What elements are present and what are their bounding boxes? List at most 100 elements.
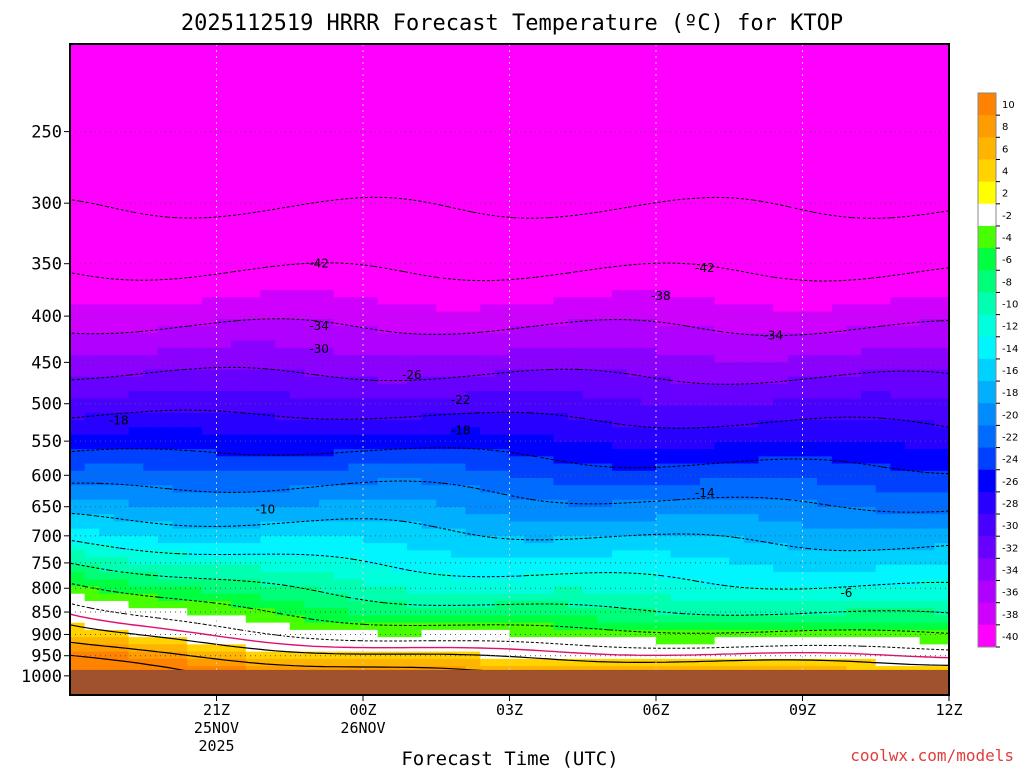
band-cell xyxy=(187,362,203,371)
band-cell xyxy=(846,485,862,494)
band-cell xyxy=(582,268,598,277)
band-cell xyxy=(406,65,423,74)
band-cell xyxy=(831,492,848,501)
band-cell xyxy=(143,232,159,240)
band-cell xyxy=(84,340,100,349)
band-cell xyxy=(450,499,467,508)
band-cell xyxy=(465,528,481,537)
band-cell xyxy=(597,326,613,334)
band-cell xyxy=(319,58,335,67)
band-cell xyxy=(685,608,701,617)
band-cell xyxy=(817,297,833,305)
band-cell xyxy=(494,282,511,291)
band-cell xyxy=(626,615,642,624)
band-cell xyxy=(773,152,789,161)
band-cell xyxy=(436,94,452,103)
band-cell xyxy=(831,456,848,465)
band-cell xyxy=(846,116,862,125)
band-cell xyxy=(406,138,423,146)
band-cell xyxy=(465,72,481,81)
band-cell xyxy=(846,658,862,667)
band-cell xyxy=(597,593,613,602)
band-cell xyxy=(817,535,833,544)
band-cell xyxy=(260,253,276,262)
band-cell xyxy=(597,239,613,248)
band-cell xyxy=(363,543,379,551)
band-cell xyxy=(465,159,481,168)
band-cell xyxy=(275,506,291,515)
band-cell xyxy=(406,44,423,52)
band-cell xyxy=(494,232,511,240)
band-cell xyxy=(743,470,760,479)
band-cell xyxy=(421,72,437,81)
band-cell xyxy=(758,485,774,494)
band-cell xyxy=(817,369,833,378)
band-cell xyxy=(597,123,613,132)
band-cell xyxy=(699,637,716,645)
band-cell xyxy=(861,586,877,595)
band-cell xyxy=(363,123,379,132)
band-cell xyxy=(333,80,349,88)
band-cell xyxy=(743,65,760,74)
band-cell xyxy=(787,217,804,226)
band-cell xyxy=(846,130,862,139)
band-cell xyxy=(699,217,716,226)
band-cell xyxy=(553,253,569,262)
band-cell xyxy=(172,420,188,428)
band-cell xyxy=(802,282,818,291)
band-cell xyxy=(231,521,247,530)
band-cell xyxy=(304,499,320,508)
band-cell xyxy=(436,65,452,74)
band-cell xyxy=(553,600,569,609)
band-cell xyxy=(758,492,774,501)
band-cell xyxy=(260,398,276,407)
band-cell xyxy=(641,333,657,342)
band-cell xyxy=(172,181,188,190)
band-cell xyxy=(670,297,686,305)
band-cell xyxy=(172,485,188,494)
band-cell xyxy=(685,499,701,508)
band-cell xyxy=(333,224,349,233)
band-cell xyxy=(612,557,628,566)
band-cell xyxy=(377,94,393,103)
band-cell xyxy=(641,326,657,334)
band-cell xyxy=(84,405,100,414)
band-cell xyxy=(157,557,174,566)
band-cell xyxy=(172,224,188,233)
band-cell xyxy=(524,65,540,74)
band-cell xyxy=(480,224,496,233)
band-cell xyxy=(465,101,481,110)
band-cell xyxy=(216,528,232,537)
band-cell xyxy=(861,275,877,284)
band-cell xyxy=(553,101,569,110)
band-cell xyxy=(113,658,130,667)
band-cell xyxy=(831,145,848,154)
band-cell xyxy=(99,441,115,450)
band-cell xyxy=(260,543,276,551)
band-cell xyxy=(392,109,408,117)
band-cell xyxy=(480,557,496,566)
band-cell xyxy=(597,550,613,559)
band-cell xyxy=(245,109,262,117)
band-cell xyxy=(641,174,657,183)
band-cell xyxy=(612,101,628,110)
band-cell xyxy=(201,441,218,450)
band-cell xyxy=(509,600,525,609)
band-cell xyxy=(670,101,686,110)
band-cell xyxy=(406,514,423,522)
band-cell xyxy=(216,586,232,595)
band-cell xyxy=(84,80,100,88)
band-cell xyxy=(70,658,86,667)
band-cell xyxy=(831,318,848,327)
band-cell xyxy=(538,289,555,298)
band-cell xyxy=(861,195,877,204)
band-cell xyxy=(392,572,408,580)
band-cell xyxy=(597,253,613,262)
band-cell xyxy=(582,275,598,284)
band-cell xyxy=(406,333,423,342)
band-cell xyxy=(70,637,86,645)
band-cell xyxy=(289,195,305,204)
band-cell xyxy=(494,246,511,255)
band-cell xyxy=(436,420,452,428)
band-cell xyxy=(231,579,247,588)
